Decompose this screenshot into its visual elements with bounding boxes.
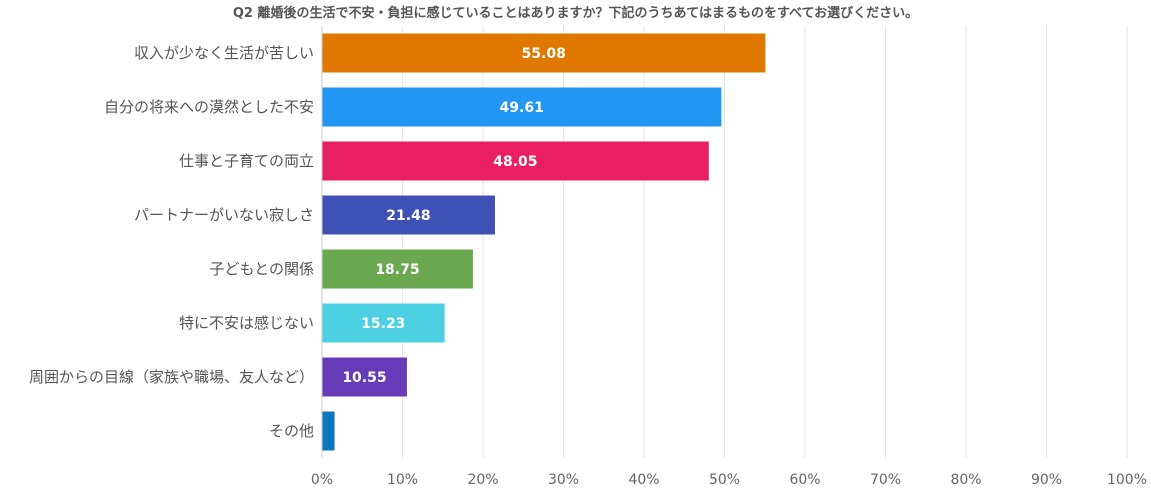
x-tick-label: 30%	[548, 472, 579, 488]
category-label: 自分の将来への漠然とした不安	[104, 98, 314, 116]
x-tick-label: 0%	[311, 472, 333, 488]
data-label: 49.61	[500, 100, 544, 116]
x-tick-label: 100%	[1107, 472, 1147, 488]
data-label: 18.75	[375, 262, 419, 278]
category-label: 特に不安は感じない	[179, 314, 314, 332]
x-tick-label: 60%	[789, 472, 820, 488]
x-tick-label: 80%	[950, 472, 981, 488]
data-label: 10.55	[342, 370, 386, 386]
bar	[322, 357, 407, 397]
category-label: 子どもとの関係	[209, 260, 314, 278]
bar	[322, 141, 709, 181]
x-tick-label: 70%	[870, 472, 901, 488]
chart-title: Q2 離婚後の生活で不安・負担に感じていることはありますか？下記のうちあてはまる…	[232, 6, 919, 21]
category-label: 収入が少なく生活が苦しい	[134, 44, 314, 62]
bar	[322, 195, 495, 235]
data-label: 21.48	[386, 208, 430, 224]
x-tick-label: 20%	[467, 472, 498, 488]
x-tick-label: 40%	[628, 472, 659, 488]
category-label: その他	[269, 422, 314, 440]
data-label: 55.08	[522, 46, 566, 62]
x-tick-label: 10%	[387, 472, 418, 488]
data-label: 15.23	[361, 316, 405, 332]
bar	[322, 87, 722, 127]
bar	[322, 411, 335, 451]
bar	[322, 249, 473, 289]
category-label: 周囲からの目線（家族や職場、友人など）	[29, 368, 314, 386]
bar	[322, 33, 766, 73]
data-label: 48.05	[493, 154, 537, 170]
x-tick-label: 50%	[709, 472, 740, 488]
x-tick-label: 90%	[1031, 472, 1062, 488]
category-label: パートナーがいない寂しさ	[134, 206, 314, 224]
category-label: 仕事と子育ての両立	[179, 152, 314, 170]
bar	[322, 303, 445, 343]
